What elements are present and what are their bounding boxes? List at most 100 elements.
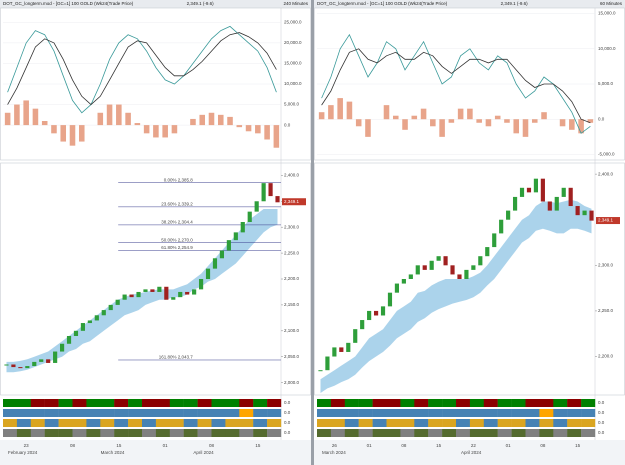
- signal-cell: [211, 419, 226, 427]
- signal-cell: [253, 429, 268, 437]
- signal-cell: [358, 429, 373, 437]
- signal-cell: [553, 409, 568, 417]
- histogram-bar: [23, 100, 29, 126]
- candle: [443, 256, 448, 266]
- histogram-bar: [236, 125, 243, 128]
- signal-cell: [414, 399, 429, 407]
- signal-cell: [400, 419, 415, 427]
- signal-cell: [372, 429, 387, 437]
- date-label: 08: [70, 443, 76, 448]
- signal-cell: [100, 409, 115, 417]
- signal-cell: [30, 409, 45, 417]
- signal-cell: [253, 399, 268, 407]
- ichimoku-cloud: [320, 199, 592, 393]
- signal-cell: [169, 429, 184, 437]
- signal-cell: [442, 399, 457, 407]
- signal-cell: [386, 419, 401, 427]
- candle: [339, 347, 344, 352]
- candle: [387, 292, 393, 307]
- histogram-bar: [430, 119, 436, 127]
- fib-label: 161.80% 2,043.7: [159, 355, 194, 360]
- signal-cell: [58, 399, 73, 407]
- signal-cell: [30, 419, 45, 427]
- candle: [164, 286, 169, 300]
- macd-line: [7, 25, 277, 114]
- signal-cell: [128, 399, 143, 407]
- fib-label: 38.20% 2,304.4: [161, 220, 193, 225]
- y-tick-label: 5,000.0: [598, 81, 614, 86]
- signal-cell: [86, 429, 101, 437]
- candle: [554, 196, 559, 211]
- candle: [533, 178, 539, 193]
- signal-cell: [267, 409, 282, 417]
- candle: [275, 196, 280, 203]
- y-tick-label: 2,400.0: [598, 171, 614, 176]
- candle: [122, 294, 127, 300]
- histogram-bar: [32, 108, 39, 126]
- fib-label: 61.80% 2,254.9: [161, 245, 193, 250]
- candle: [408, 274, 413, 279]
- candle: [373, 310, 379, 316]
- candle: [108, 304, 113, 311]
- signal-cell: [469, 419, 484, 427]
- strip-label: 0.0: [598, 410, 605, 415]
- histogram-bar: [411, 115, 418, 120]
- histogram-bar: [143, 125, 150, 134]
- histogram-bar: [208, 112, 215, 126]
- signal-cell: [567, 409, 582, 417]
- y-tick-label: 2,250.0: [284, 250, 300, 255]
- histogram-bar: [318, 112, 325, 120]
- signal-cell: [483, 429, 498, 437]
- signal-cell: [497, 419, 512, 427]
- histogram-bar: [467, 108, 473, 120]
- signal-cell: [253, 409, 268, 417]
- candle: [185, 291, 190, 295]
- signal-cell: [72, 399, 87, 407]
- histogram-bar: [116, 104, 122, 126]
- histogram-bar: [4, 112, 11, 126]
- signal-cell: [386, 409, 401, 417]
- signal-cell: [44, 399, 59, 407]
- last-price-label: 2,349.1: [598, 218, 614, 223]
- candle: [171, 297, 176, 300]
- signal-cell: [58, 409, 73, 417]
- candle: [4, 364, 9, 366]
- candle: [547, 201, 552, 211]
- histogram-bar: [587, 119, 594, 123]
- signal-cell: [267, 399, 282, 407]
- candle: [157, 286, 162, 292]
- histogram-bar: [273, 125, 280, 148]
- candle: [394, 283, 400, 293]
- candle: [575, 206, 580, 216]
- signal-cell: [344, 409, 359, 417]
- y-tick-label: 15,000.0: [598, 11, 616, 16]
- y-tick-label: 2,000.0: [284, 380, 300, 385]
- candle: [233, 232, 238, 241]
- candle: [415, 265, 420, 275]
- signal-cell: [581, 409, 596, 417]
- signal-cell: [497, 399, 512, 407]
- signal-cell: [3, 409, 18, 417]
- header-price: 2,349.1 (-9.6): [501, 1, 529, 6]
- candle: [205, 268, 211, 279]
- candle: [346, 342, 351, 352]
- candle: [198, 279, 204, 290]
- signal-cell: [142, 429, 157, 437]
- histogram-bar: [69, 125, 76, 146]
- signal-cell: [428, 429, 443, 437]
- signal-cell: [100, 419, 115, 427]
- signal-cell: [239, 429, 254, 437]
- candle: [526, 187, 532, 193]
- signal-cell: [142, 419, 157, 427]
- signal-cell: [330, 419, 345, 427]
- signal-cell: [114, 429, 129, 437]
- candle: [325, 356, 330, 371]
- signal-cell: [414, 419, 429, 427]
- signal-cell: [267, 429, 282, 437]
- signal-cell: [239, 409, 254, 417]
- signal-cell: [30, 399, 45, 407]
- candle: [450, 265, 455, 275]
- signal-cell: [511, 409, 526, 417]
- candle: [561, 187, 566, 197]
